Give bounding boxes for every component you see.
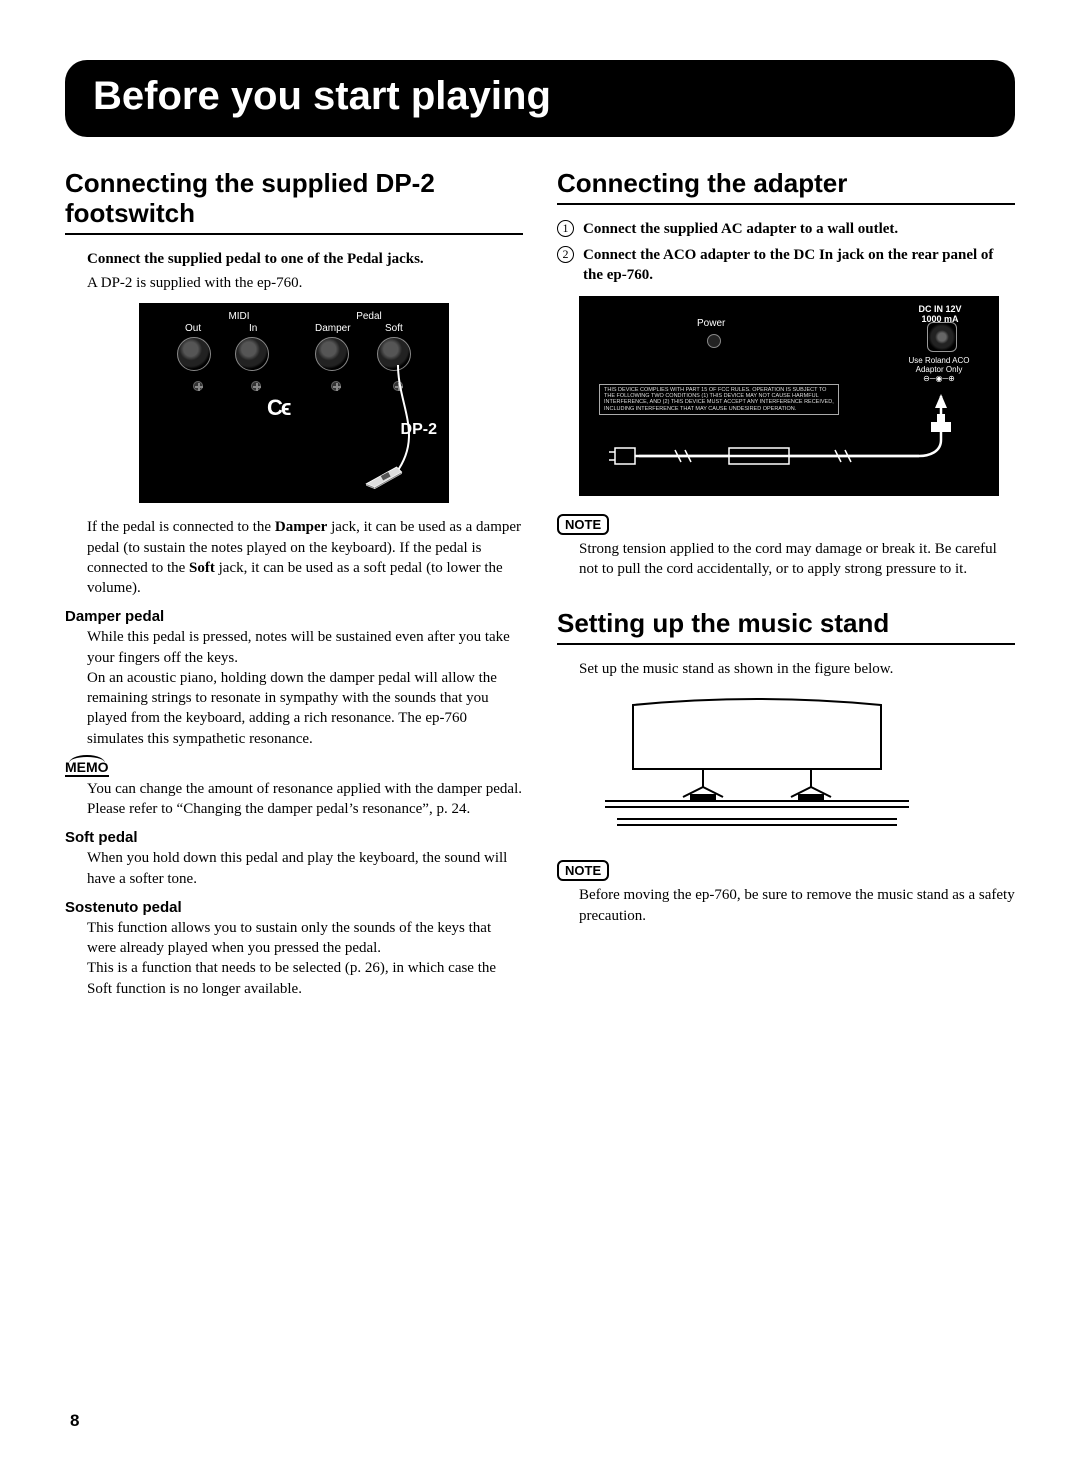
adapter-step-2: 2Connect the ACO adapter to the DC In ja… (579, 245, 1015, 286)
memo-badge: MEMO (65, 759, 109, 777)
soft-pedal-text: When you hold down this pedal and play t… (87, 848, 523, 889)
ce-mark-icon: Cϵ (267, 395, 289, 421)
damper-jack-icon (315, 337, 349, 371)
music-stand-note-text: Before moving the ep-760, be sure to rem… (579, 885, 1015, 926)
sostenuto-text-2: This is a function that needs to be sele… (87, 958, 523, 999)
note-badge: NOTE (557, 860, 609, 881)
footswitch-intro: Connect the supplied pedal to one of the… (87, 249, 523, 269)
screw-icon (193, 381, 203, 391)
footswitch-icon (363, 455, 405, 489)
adapter-note-text: Strong tension applied to the cord may d… (579, 539, 1015, 580)
adapter-steps: 1Connect the supplied AC adapter to a wa… (557, 219, 1015, 286)
damper-text-1: While this pedal is pressed, notes will … (87, 627, 523, 668)
right-column: Connecting the adapter 1Connect the supp… (557, 169, 1015, 999)
sostenuto-pedal-heading: Sostenuto pedal (65, 899, 523, 916)
section-adapter-heading: Connecting the adapter (557, 169, 1015, 205)
left-column: Connecting the supplied DP-2 footswitch … (65, 169, 523, 999)
pedal-jack-explainer: If the pedal is connected to the Damper … (87, 517, 523, 598)
sostenuto-text-1: This function allows you to sustain only… (87, 918, 523, 959)
damper-pedal-heading: Damper pedal (65, 608, 523, 625)
label-soft: Soft (385, 323, 403, 334)
label-in: In (249, 323, 257, 334)
page-title: Before you start playing (93, 74, 987, 119)
section-footswitch-heading: Connecting the supplied DP-2 footswitch (65, 169, 523, 235)
figure-adapter: Power DC IN 12V1000 mA Use Roland ACOAda… (579, 296, 999, 496)
soft-pedal-heading: Soft pedal (65, 829, 523, 846)
midi-out-jack-icon (177, 337, 211, 371)
label-damper: Damper (315, 323, 351, 334)
page-title-banner: Before you start playing (65, 60, 1015, 137)
screw-icon (331, 381, 341, 391)
damper-text-2: On an acoustic piano, holding down the d… (87, 668, 523, 749)
memo-text: You can change the amount of resonance a… (87, 779, 523, 820)
midi-in-jack-icon (235, 337, 269, 371)
figure-pedal-jacks: MIDI Out In Pedal Damper Soft Cϵ DP-2 (139, 303, 449, 503)
label-out: Out (185, 323, 201, 334)
adapter-step-1: 1Connect the supplied AC adapter to a wa… (579, 219, 1015, 239)
label-pedal: Pedal (349, 311, 389, 322)
music-stand-intro: Set up the music stand as shown in the f… (579, 659, 1015, 679)
footswitch-intro-2: A DP-2 is supplied with the ep-760. (87, 273, 523, 293)
figure-music-stand (597, 689, 917, 844)
page-number: 8 (70, 1411, 79, 1431)
note-badge: NOTE (557, 514, 609, 535)
label-midi: MIDI (219, 311, 259, 322)
screw-icon (251, 381, 261, 391)
section-music-stand-heading: Setting up the music stand (557, 609, 1015, 645)
adapter-cable-icon (579, 296, 999, 496)
